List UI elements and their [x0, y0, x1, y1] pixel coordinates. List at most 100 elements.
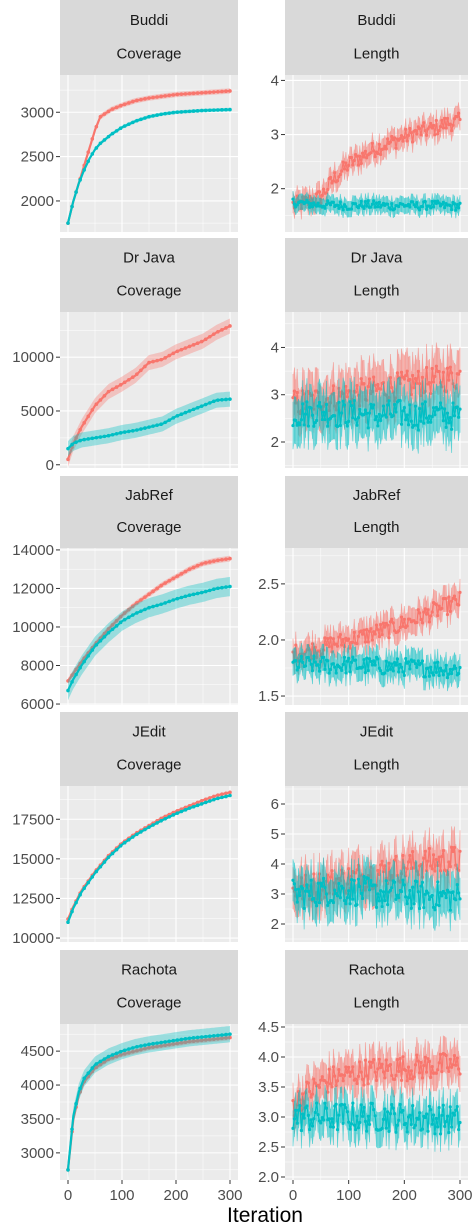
- series-red-point: [458, 1072, 462, 1076]
- series-red-point: [379, 152, 383, 157]
- series-teal-point: [312, 896, 316, 901]
- series-red-point: [337, 1067, 341, 1072]
- series-red-point: [106, 389, 111, 394]
- series-teal-point: [308, 1127, 312, 1132]
- series-teal-point: [302, 1116, 306, 1120]
- series-teal-point: [331, 1125, 335, 1129]
- series-red-point: [372, 149, 376, 153]
- series-red-point: [369, 627, 373, 631]
- series-red-point: [163, 1043, 167, 1048]
- series-teal-point: [216, 1033, 220, 1038]
- series-red-point: [195, 563, 200, 568]
- series-red-point: [374, 1078, 379, 1082]
- series-red-point: [335, 644, 340, 648]
- series-teal-point: [207, 588, 212, 593]
- series-red-point: [203, 337, 208, 342]
- series-red-point: [292, 389, 296, 393]
- series-red-point: [383, 1076, 387, 1080]
- series-red-point: [155, 95, 159, 99]
- series-red-point: [335, 1079, 340, 1083]
- series-red-point: [155, 1044, 159, 1049]
- series-red-point: [392, 136, 397, 140]
- series-teal-point: [155, 113, 159, 117]
- series-red-point: [320, 193, 324, 197]
- series-red-point: [437, 604, 441, 608]
- series-teal-point: [441, 200, 445, 204]
- series-teal-point: [183, 410, 188, 415]
- series-teal-point: [391, 1106, 395, 1110]
- series-teal-point: [426, 1129, 430, 1133]
- series-teal-point: [413, 404, 418, 408]
- y-tick-label: 2.5: [258, 576, 279, 593]
- series-red-point: [183, 569, 188, 574]
- series-teal-point: [373, 1114, 377, 1118]
- series-teal-point: [324, 402, 328, 407]
- series-red-point: [345, 168, 349, 172]
- series-teal-point: [427, 674, 431, 678]
- series-teal-point: [305, 1104, 309, 1108]
- series-teal-point: [74, 440, 78, 444]
- series-red-point: [423, 129, 427, 133]
- series-teal-point: [315, 204, 319, 208]
- series-teal-point: [78, 1086, 82, 1091]
- series-teal-point: [360, 665, 365, 669]
- series-teal-point: [345, 659, 349, 663]
- series-red-point: [379, 623, 383, 627]
- series-teal-point: [431, 1113, 436, 1117]
- series-red-point: [399, 370, 404, 374]
- series-red-point: [159, 1044, 163, 1048]
- series-teal-point: [337, 400, 341, 404]
- y-tick-label: 8000: [21, 658, 54, 675]
- facet-title: JEdit: [132, 723, 166, 740]
- series-teal-point: [370, 663, 374, 667]
- series-teal-point: [316, 1113, 320, 1117]
- series-red-point: [441, 849, 445, 853]
- series-teal-point: [337, 1113, 341, 1117]
- x-tick-label: 100: [109, 1187, 134, 1204]
- series-teal-point: [183, 1037, 188, 1041]
- series-red-point: [404, 1068, 408, 1073]
- series-teal-point: [367, 888, 372, 892]
- series-red-point: [354, 1077, 358, 1081]
- series-red-point: [224, 89, 228, 94]
- series-teal-point: [310, 669, 315, 673]
- series-teal-point: [199, 802, 204, 806]
- series-red-point: [354, 871, 358, 875]
- series-red-point: [412, 386, 416, 390]
- series-red-point: [135, 601, 139, 605]
- series-red-point: [354, 390, 358, 394]
- series-red-point: [199, 339, 204, 344]
- series-red-point: [351, 163, 355, 167]
- series-teal-point: [430, 199, 434, 204]
- series-teal-point: [386, 903, 390, 907]
- series-red-point: [436, 613, 440, 618]
- series-red-point: [362, 628, 366, 632]
- series-teal-point: [207, 799, 212, 803]
- series-teal-point: [451, 667, 455, 671]
- facet-title: Buddi: [130, 12, 168, 29]
- series-teal-point: [384, 415, 388, 419]
- series-teal-point: [78, 438, 82, 443]
- series-teal-point: [365, 1129, 369, 1133]
- series-teal-point: [416, 659, 420, 663]
- series-teal-point: [179, 809, 184, 814]
- series-teal-point: [224, 585, 228, 589]
- series-teal-point: [351, 416, 355, 420]
- series-teal-point: [179, 412, 184, 417]
- series-teal-point: [308, 205, 312, 209]
- series-red-point: [347, 867, 351, 871]
- series-red-point: [373, 1070, 377, 1074]
- series-red-point: [360, 632, 365, 636]
- series-teal-point: [440, 406, 444, 410]
- series-red-point: [391, 621, 395, 625]
- series-red-point: [338, 633, 342, 637]
- series-teal-point: [308, 894, 312, 898]
- series-teal-point: [316, 404, 320, 408]
- series-teal-point: [187, 593, 192, 597]
- series-teal-point: [291, 878, 295, 882]
- series-teal-point: [376, 892, 380, 896]
- series-red-point: [429, 121, 433, 126]
- series-teal-point: [207, 108, 212, 113]
- series-red-point: [347, 1065, 351, 1070]
- series-teal-point: [369, 402, 373, 406]
